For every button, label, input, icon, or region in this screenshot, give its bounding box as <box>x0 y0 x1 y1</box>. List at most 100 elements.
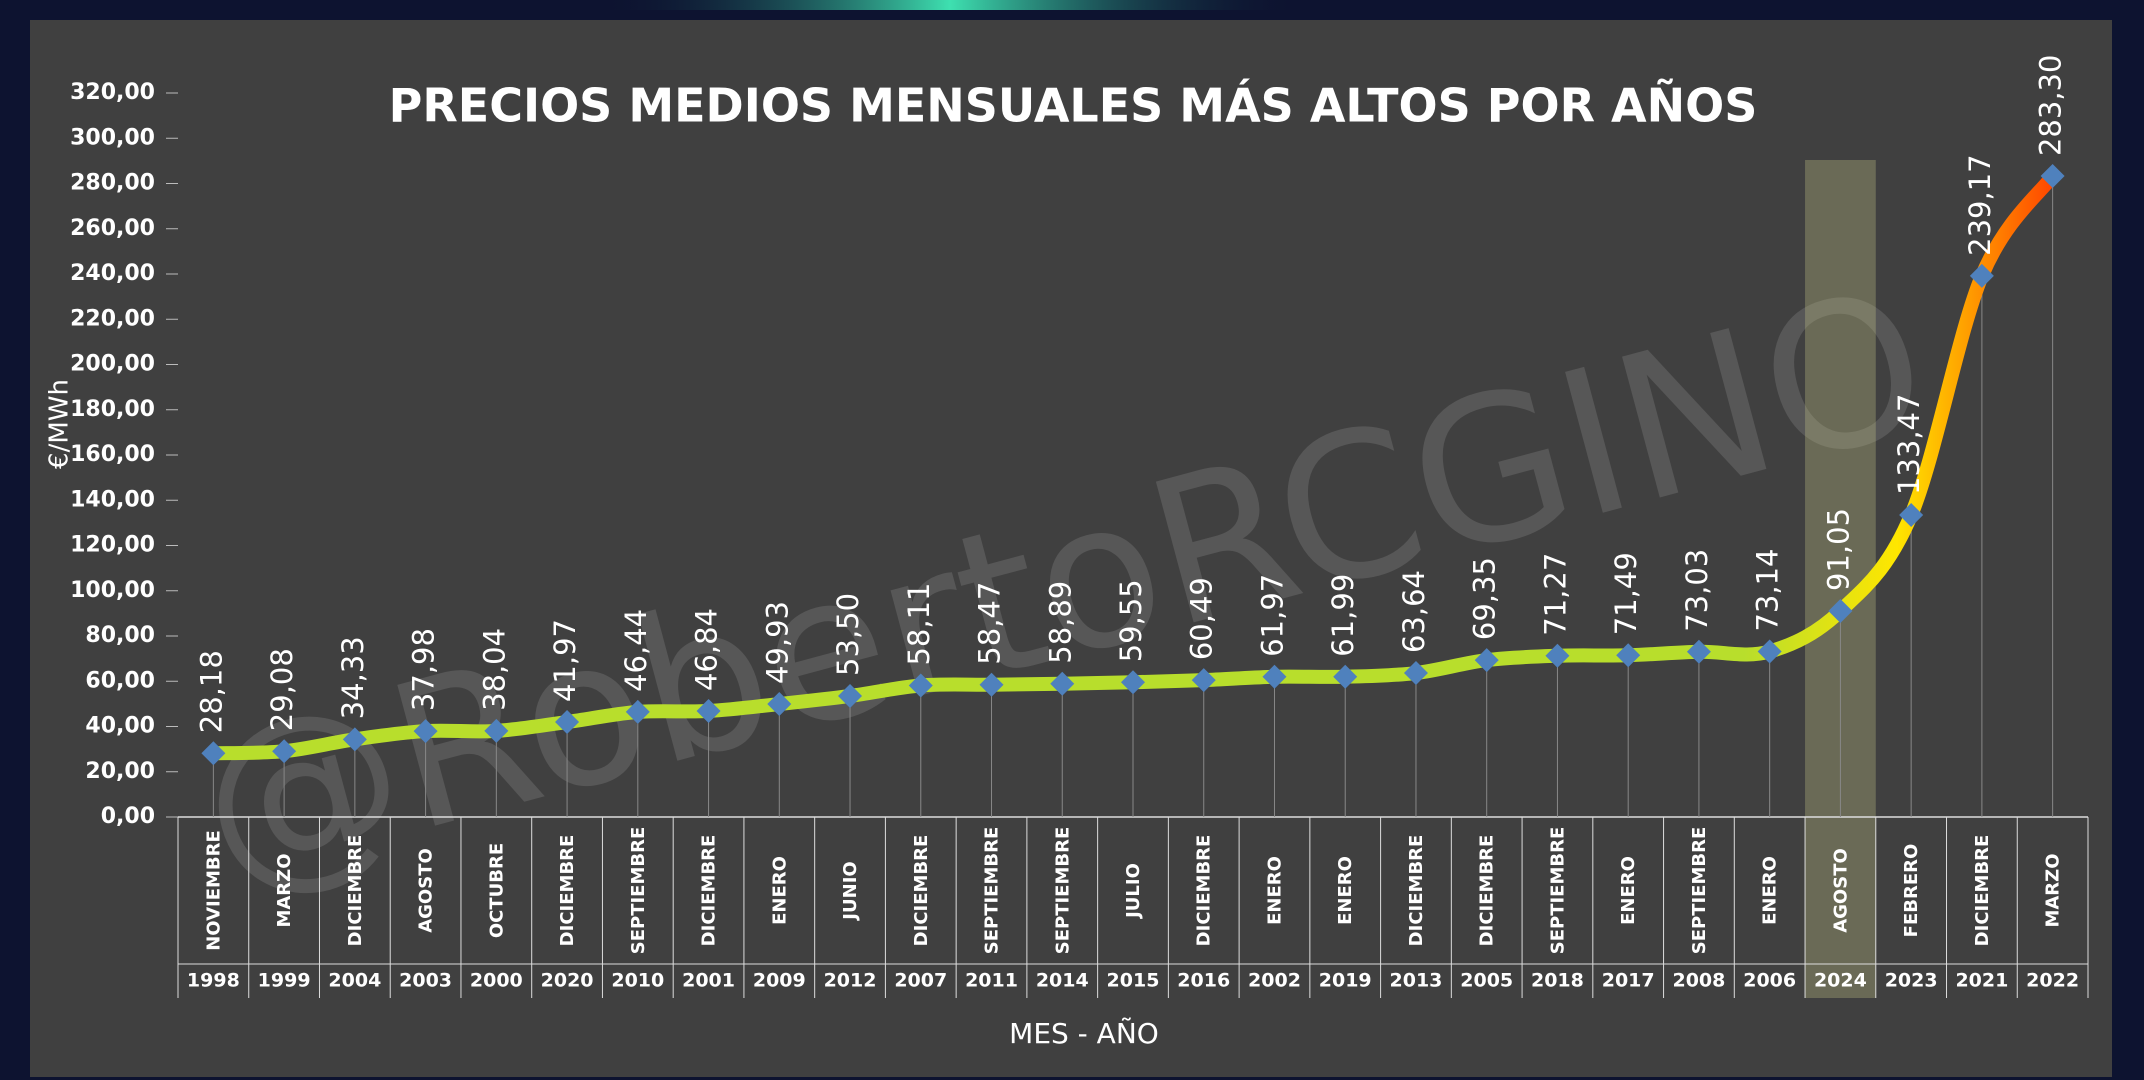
data-point <box>413 719 438 744</box>
data-line <box>206 169 2060 761</box>
x-tick-label: 2016 <box>1177 970 1230 992</box>
data-point <box>484 718 509 743</box>
x-tick-label: 2002 <box>1248 970 1301 992</box>
x-tick-label: SEPTIEMBRE <box>628 827 649 955</box>
y-tick-label: 240,00 <box>70 261 155 286</box>
data-label: 28,18 <box>194 650 228 733</box>
y-tick-label: 100,00 <box>70 578 155 603</box>
y-tick-label: 260,00 <box>70 216 155 241</box>
data-label: 53,50 <box>831 593 865 676</box>
x-tick-label: JULIO <box>1123 863 1144 920</box>
data-point <box>696 699 721 724</box>
x-tick-label: DICIEMBRE <box>1477 835 1498 947</box>
x-tick-label: 1999 <box>258 970 311 992</box>
data-point <box>1969 263 1994 288</box>
data-label: 46,44 <box>619 609 653 692</box>
x-tick-label: ENERO <box>1264 856 1285 925</box>
x-tick-label: 2024 <box>1814 970 1867 992</box>
data-point <box>1899 503 1924 528</box>
data-point <box>908 673 933 698</box>
x-tick-label: 2018 <box>1531 970 1584 992</box>
y-tick-label: 300,00 <box>70 125 155 150</box>
y-tick-label: 160,00 <box>70 442 155 467</box>
data-label: 34,33 <box>336 636 370 719</box>
data-point <box>1474 648 1499 673</box>
y-tick-label: 120,00 <box>70 533 155 558</box>
x-tick-label: 2005 <box>1460 970 1513 992</box>
x-tick-label: DICIEMBRE <box>1972 835 1993 947</box>
data-point <box>1262 664 1287 689</box>
x-tick-label: OCTUBRE <box>486 843 507 938</box>
x-tick-label: 2008 <box>1672 970 1725 992</box>
data-label: 29,08 <box>265 648 299 731</box>
data-label: 283,30 <box>2034 55 2068 156</box>
data-point <box>1757 639 1782 664</box>
x-tick-label: 2015 <box>1107 970 1160 992</box>
data-label: 91,05 <box>1821 508 1855 591</box>
data-label: 71,27 <box>1538 553 1572 636</box>
data-point <box>767 692 792 717</box>
data-label: 58,47 <box>973 582 1007 665</box>
data-label: 73,14 <box>1751 548 1785 631</box>
x-tick-label: 2019 <box>1319 970 1372 992</box>
data-point <box>342 727 367 752</box>
x-tick-label: 2012 <box>824 970 877 992</box>
x-tick-label: NOVIEMBRE <box>203 830 224 951</box>
data-label: 59,55 <box>1114 579 1148 662</box>
data-label: 73,03 <box>1680 549 1714 632</box>
x-tick-label: 2013 <box>1390 970 1443 992</box>
x-tick-label: AGOSTO <box>1830 848 1851 933</box>
y-tick-label: 220,00 <box>70 306 155 331</box>
data-point <box>1333 664 1358 689</box>
y-tick-label: 180,00 <box>70 397 155 422</box>
x-tick-label: SEPTIEMBRE <box>1052 827 1073 955</box>
data-point <box>838 683 863 708</box>
data-label: 61,97 <box>1255 574 1289 657</box>
x-tick-label: AGOSTO <box>416 848 437 933</box>
x-tick-label: 2017 <box>1602 970 1655 992</box>
data-point <box>1191 668 1216 693</box>
data-point <box>555 710 580 735</box>
x-tick-label: 2011 <box>965 970 1018 992</box>
y-tick-label: 140,00 <box>70 487 155 512</box>
x-tick-label: JUNIO <box>840 861 861 921</box>
data-label: 41,97 <box>548 619 582 702</box>
y-tick-label: 60,00 <box>85 668 155 693</box>
x-tick-label: 2004 <box>328 970 381 992</box>
chart-panel <box>30 20 2112 1077</box>
data-label: 58,89 <box>1043 581 1077 664</box>
y-tick-label: 320,00 <box>70 80 155 105</box>
data-point <box>979 672 1004 697</box>
data-label: 49,93 <box>760 601 794 684</box>
data-label: 69,35 <box>1468 557 1502 640</box>
x-tick-label: 2023 <box>1885 970 1938 992</box>
y-tick-label: 20,00 <box>85 759 155 784</box>
x-axis-label: MES - AÑO <box>1009 1017 1159 1050</box>
data-point <box>201 741 226 766</box>
data-label: 60,49 <box>1185 577 1219 660</box>
y-axis-label: €/MWh <box>45 379 75 469</box>
x-tick-label: DICIEMBRE <box>1194 835 1215 947</box>
data-label: 61,99 <box>1326 574 1360 657</box>
y-tick-label: 0,00 <box>101 804 155 829</box>
x-tick-label: DICIEMBRE <box>911 835 932 947</box>
x-tick-label: ENERO <box>1760 856 1781 925</box>
data-point <box>1686 639 1711 664</box>
x-tick-label: 2006 <box>1743 970 1796 992</box>
data-point <box>272 739 297 764</box>
data-point <box>1121 670 1145 695</box>
x-tick-label: DICIEMBRE <box>345 835 366 947</box>
data-point <box>2040 164 2065 189</box>
x-tick-label: DICIEMBRE <box>557 835 578 947</box>
data-point <box>1050 671 1075 696</box>
x-tick-label: 2003 <box>399 970 452 992</box>
x-tick-label: FEBRERO <box>1901 844 1922 938</box>
x-tick-label: 2020 <box>541 970 594 992</box>
data-point <box>1403 661 1428 686</box>
x-tick-label: DICIEMBRE <box>699 835 720 947</box>
x-tick-label: SEPTIEMBRE <box>982 827 1003 955</box>
x-tick-label: 2010 <box>611 970 664 992</box>
data-label: 71,49 <box>1609 552 1643 635</box>
y-tick-label: 280,00 <box>70 171 155 196</box>
